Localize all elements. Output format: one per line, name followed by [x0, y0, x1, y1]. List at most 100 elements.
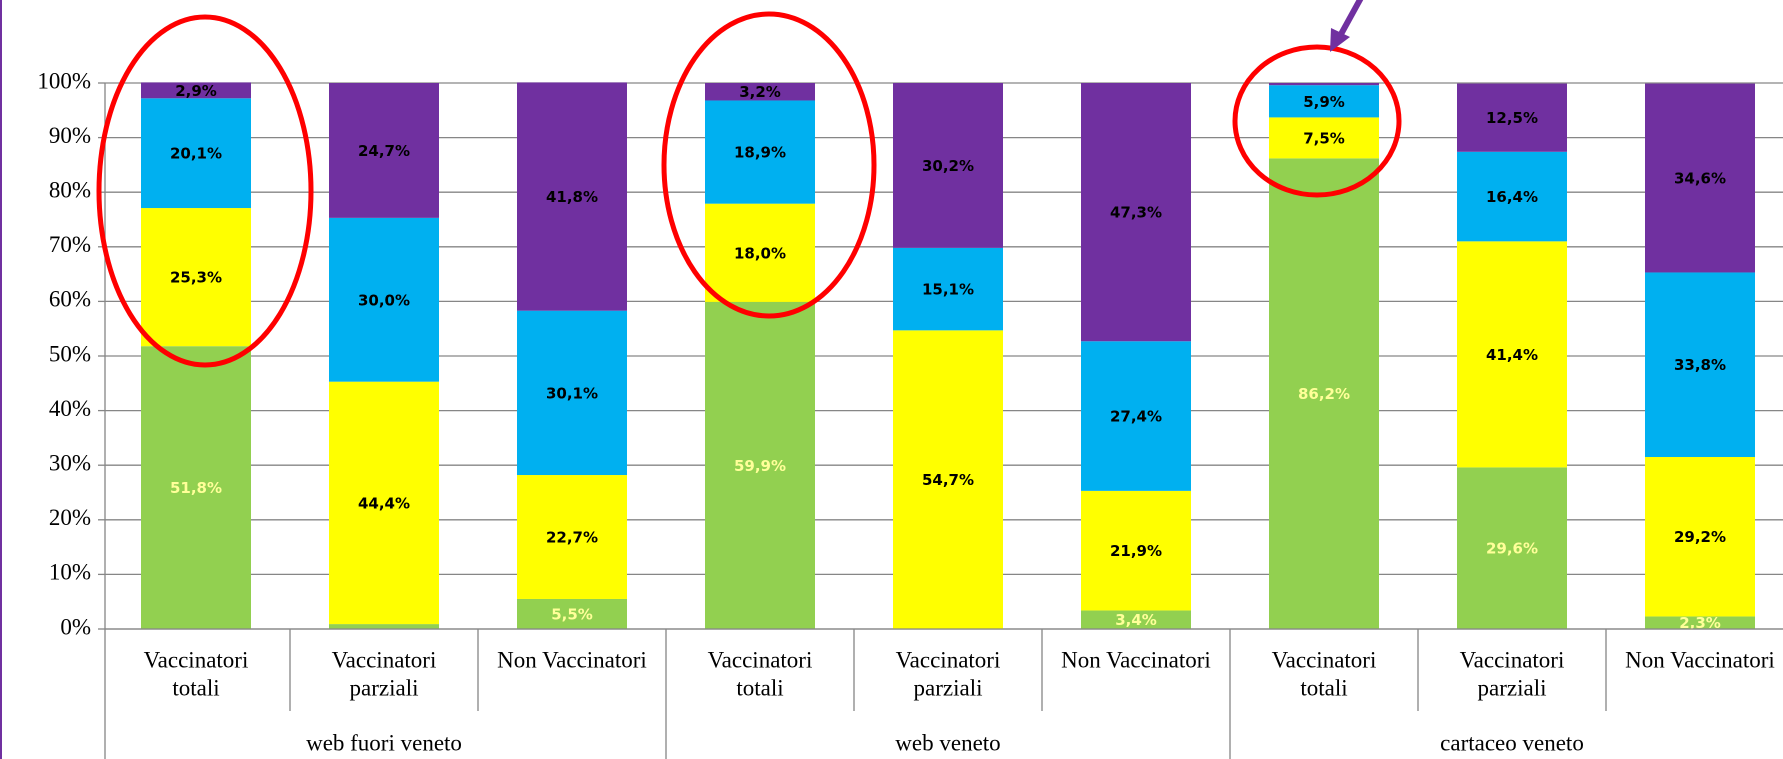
bar-segment [141, 208, 251, 347]
data-label: 30,2% [922, 157, 974, 175]
plot-area: 0% 10% 20% 30% 40% 50% 60% 70% 80% 90% 100% 51,8% 25… [37, 68, 1783, 759]
bar-segment [705, 203, 815, 302]
data-label: 3,2% [739, 83, 781, 101]
x-tick-label: Vaccinatori [708, 647, 813, 672]
group-label: web veneto [895, 730, 1000, 755]
bar-segment [1645, 83, 1755, 273]
bar-segment [1269, 117, 1379, 159]
x-tick-label: Vaccinatori [144, 647, 249, 672]
bar-segment [1457, 467, 1567, 629]
x-tick-label: totali [1300, 675, 1347, 700]
bar-segment [141, 346, 251, 629]
bar-segment [893, 247, 1003, 331]
data-label: 54,7% [922, 471, 974, 489]
bar-segment [141, 82, 251, 99]
y-tick-label: 60% [49, 287, 91, 312]
bar-segment [517, 475, 627, 599]
bar-segment [1457, 151, 1567, 242]
annotations [96, 0, 1402, 368]
highlight-circle [96, 14, 314, 368]
bar-segment [517, 598, 627, 629]
data-label: 29,2% [1674, 528, 1726, 546]
x-tick-label: Vaccinatori [896, 647, 1001, 672]
arrow [1337, 0, 1364, 38]
x-tick-label: Non Vaccinatori [1061, 647, 1211, 672]
group-label: cartaceo veneto [1440, 730, 1584, 755]
highlight-circle [661, 11, 877, 319]
bar-segment [1645, 272, 1755, 458]
data-label: 27,4% [1110, 408, 1162, 426]
bar-segment [1081, 83, 1191, 342]
bar-segment [329, 217, 439, 382]
data-label: 47,3% [1110, 204, 1162, 222]
x-tick-label: parziali [350, 675, 419, 700]
bar-segment [1081, 341, 1191, 491]
y-tick-label: 70% [49, 232, 91, 257]
group-label: web fuori veneto [306, 730, 462, 755]
data-label: 30,0% [358, 291, 410, 309]
data-label: 15,1% [922, 281, 974, 299]
bar-segment [1645, 457, 1755, 617]
x-tick-label: Vaccinatori [1272, 647, 1377, 672]
data-label: 59,9% [734, 457, 786, 475]
data-label: 86,2% [1298, 385, 1350, 403]
data-label: 25,3% [170, 269, 222, 287]
bar-segment [517, 82, 627, 311]
bar-segment [893, 330, 1003, 629]
bar-segment [1645, 616, 1755, 629]
y-tick-label: 100% [37, 68, 91, 93]
bar-segment [141, 98, 251, 209]
x-tick-label: Vaccinatori [332, 647, 437, 672]
data-label: 51,8% [170, 479, 222, 497]
y-tick-label: 0% [60, 614, 91, 639]
x-tick-label: Non Vaccinatori [1625, 647, 1775, 672]
x-tick-label: Vaccinatori [1460, 647, 1565, 672]
data-label: 33,8% [1674, 356, 1726, 374]
data-label: 30,1% [546, 384, 598, 402]
data-label: 18,9% [734, 144, 786, 162]
bar-segment [329, 83, 439, 218]
bar-segment [1081, 490, 1191, 611]
bar-segment [1269, 83, 1379, 86]
data-label: 34,6% [1674, 170, 1726, 188]
y-tick-label: 90% [49, 123, 91, 148]
data-label: 41,4% [1486, 346, 1538, 364]
data-label: 5,5% [551, 605, 593, 623]
x-tick-label: parziali [1478, 675, 1547, 700]
highlight-circle [1232, 44, 1402, 198]
data-label: 21,9% [1110, 542, 1162, 560]
y-tick-label: 30% [49, 450, 91, 475]
data-label: 2,9% [175, 82, 217, 100]
y-tick-label: 20% [49, 505, 91, 530]
x-tick-label: totali [736, 675, 783, 700]
bar-segment [517, 310, 627, 476]
x-tick-label: Non Vaccinatori [497, 647, 647, 672]
y-tick-label: 50% [49, 341, 91, 366]
data-label: 20,1% [170, 145, 222, 163]
bar-segment [329, 381, 439, 625]
bar-segment [1457, 241, 1567, 468]
data-label: 5,9% [1303, 93, 1345, 111]
bar-segment [705, 301, 815, 629]
bar-segment [1269, 85, 1379, 118]
data-label: 12,5% [1486, 109, 1538, 127]
data-label: 41,8% [546, 188, 598, 206]
data-label: 16,4% [1486, 188, 1538, 206]
bar-segment [705, 83, 815, 101]
data-label: 2,3% [1679, 614, 1721, 632]
bar-segment [1081, 610, 1191, 629]
bar-segment [329, 624, 439, 629]
y-tick-label: 80% [49, 177, 91, 202]
bar-segment [705, 100, 815, 204]
data-label: 18,0% [734, 244, 786, 262]
x-tick-label: parziali [914, 675, 983, 700]
data-label: 44,4% [358, 494, 410, 512]
x-tick-label: totali [172, 675, 219, 700]
bar-segment [1269, 158, 1379, 629]
bar-segment [1457, 83, 1567, 152]
data-label: 22,7% [546, 528, 598, 546]
data-label: 7,5% [1303, 129, 1345, 147]
data-label: 3,4% [1115, 611, 1157, 629]
bar-segment [893, 83, 1003, 248]
